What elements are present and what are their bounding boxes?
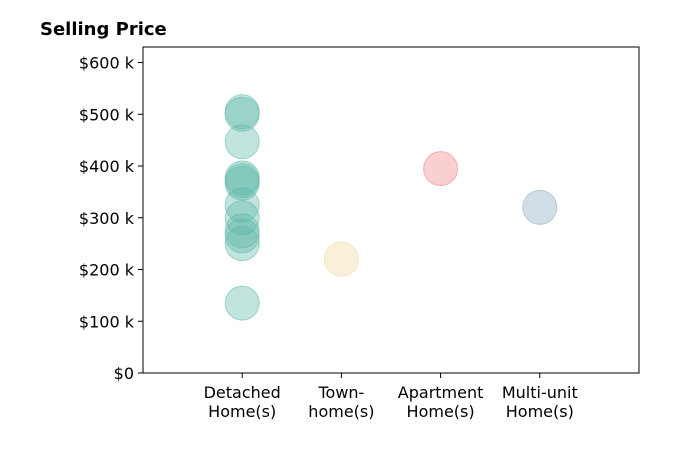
x-tick-label-line: home(s) xyxy=(308,402,374,421)
data-point xyxy=(224,165,260,201)
data-point xyxy=(224,285,260,321)
x-tick-label-line: Multi-unit xyxy=(502,383,578,402)
y-tick-label: $300 k xyxy=(79,209,135,228)
data-point xyxy=(224,96,260,132)
chart-title: Selling Price xyxy=(40,19,167,40)
y-tick-label: $500 k xyxy=(79,105,135,124)
x-tick-label-line: Apartment xyxy=(398,383,484,402)
data-point xyxy=(224,124,260,160)
x-tick-label: Apartment Home(s) xyxy=(398,383,484,421)
y-tick-label: $100 k xyxy=(79,312,135,331)
y-tick-label: $0 xyxy=(114,364,134,383)
plot-area-frame xyxy=(142,46,640,374)
x-tick-label-line: Home(s) xyxy=(407,402,475,421)
y-axis: $0 $100 k $200 k $300 k $400 k $500 k $600 k xyxy=(79,54,143,383)
data-points xyxy=(224,94,558,321)
data-point xyxy=(224,218,260,254)
x-tick-label-line: Home(s) xyxy=(506,402,574,421)
data-point xyxy=(323,241,359,277)
x-tick-label: Town-home(s) xyxy=(308,383,374,421)
data-point xyxy=(224,226,260,262)
data-point xyxy=(522,189,558,225)
x-tick-label: Multi-unit Home(s) xyxy=(502,383,578,421)
x-tick-label-line: Detached xyxy=(204,383,281,402)
data-point xyxy=(224,200,260,236)
data-point xyxy=(224,213,260,249)
x-tick-label-line: Town- xyxy=(317,383,364,402)
y-tick-label: $600 k xyxy=(79,54,135,73)
x-tick-label-line: Home(s) xyxy=(208,402,276,421)
data-point xyxy=(224,187,260,223)
data-point xyxy=(423,151,459,187)
y-tick-label: $400 k xyxy=(79,157,135,176)
x-tick-label: Detached Home(s) xyxy=(204,383,281,421)
y-tick-label: $200 k xyxy=(79,261,135,280)
x-axis: Detached Home(s)Town-home(s)Apartment Home… xyxy=(204,373,578,421)
